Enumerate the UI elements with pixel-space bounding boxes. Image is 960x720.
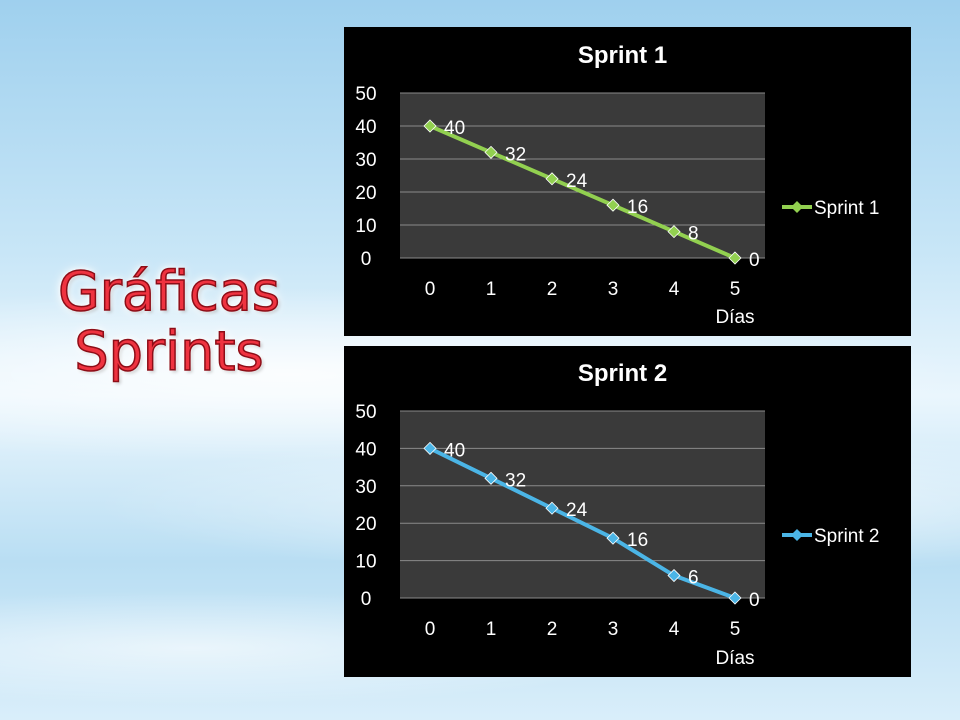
sprint-1-data-label: 40 (444, 118, 465, 139)
sprint-2-data-label: 32 (505, 470, 526, 491)
sprint-2-x-tick-label: 1 (486, 619, 497, 640)
slide-title-line1: Gráficas (57, 260, 281, 323)
sprint-1-data-point (484, 145, 498, 159)
sprint-1-x-axis-label: Días (715, 307, 754, 328)
sprint-1-series-line (429, 124, 736, 260)
sprint-1-data-point (423, 119, 437, 133)
sprint-1-x-tick-label: 0 (425, 279, 436, 300)
sprint-2-y-tick-label: 50 (355, 402, 376, 423)
sprint-1-legend-label: Sprint 1 (814, 198, 879, 219)
sprint-2-y-tick-label: 30 (355, 477, 376, 498)
sprint-2-x-tick-label: 5 (730, 619, 741, 640)
sprint-2-x-axis-label: Días (715, 648, 754, 669)
sprint-1-plot-area (400, 93, 765, 258)
sprint-2-data-point (484, 471, 498, 485)
sprint-1-data-label: 24 (566, 171, 588, 192)
sprint-2-data-label: 0 (749, 590, 760, 611)
sprint-2-data-label: 24 (566, 500, 588, 521)
sprint-2-x-tick-label: 0 (425, 619, 436, 640)
sprint-1-data-label: 8 (688, 224, 699, 245)
sprint-2-y-tick-label: 0 (361, 589, 372, 610)
sprint-2-chart-title: Sprint 2 (578, 360, 667, 387)
sprint-2-data-point (667, 568, 681, 583)
sprint-2-x-tick-label: 2 (547, 619, 558, 640)
sprint-1-chart-svg: Sprint 1 0 10 20 30 40 50 0 1 2 3 4 5 Días 40 32 24 16 8 0 S… (355, 42, 879, 328)
sprint-2-plot-area (400, 411, 765, 598)
slide-title: Gráficas Sprints (40, 260, 298, 383)
sprint-1-x-tick-label: 1 (486, 279, 497, 300)
sprint-2-chart-svg: Sprint 2 0 10 20 30 40 50 0 1 2 3 4 5 Días 40 32 24 16 6 0 S… (355, 360, 879, 669)
sprint-2-data-point (423, 441, 437, 455)
sprint-1-y-tick-label: 10 (355, 216, 376, 237)
sprint-1-data-point (728, 251, 742, 265)
sprint-1-chart-title: Sprint 1 (578, 42, 667, 69)
sprint-2-data-label: 40 (444, 440, 465, 461)
sprint-1-x-tick-label: 5 (730, 279, 741, 300)
sprint-2-y-tick-label: 10 (355, 552, 376, 573)
sprint-2-data-point (606, 531, 620, 545)
sprint-2-chart: Sprint 2 0 10 20 30 40 50 0 1 2 3 4 5 Días 40 32 24 16 6 0 S… (344, 346, 911, 677)
sprint-2-legend-marker (791, 529, 803, 541)
sprint-1-data-label: 32 (505, 144, 526, 165)
sprint-1-data-label: 0 (749, 250, 760, 271)
sprint-1-data-label: 16 (627, 197, 648, 218)
sprint-2-y-tick-label: 40 (355, 439, 376, 460)
sprint-1-y-tick-label: 0 (361, 249, 372, 270)
sprint-1-y-tick-label: 20 (355, 183, 376, 204)
sprint-1-x-tick-label: 4 (669, 279, 680, 300)
sprint-2-legend-label: Sprint 2 (814, 526, 879, 547)
sprint-2-data-point (728, 591, 742, 605)
sprint-1-data-point (545, 172, 559, 186)
sprint-1-x-tick-label: 3 (608, 279, 619, 300)
sprint-1-data-point (606, 198, 620, 212)
sprint-1-legend-marker (791, 201, 803, 213)
sprint-2-data-point (545, 501, 559, 515)
sprint-1-y-tick-label: 40 (355, 117, 376, 138)
sprint-1-x-tick-label: 2 (547, 279, 558, 300)
sprint-2-x-tick-label: 4 (669, 619, 680, 640)
sprint-2-x-tick-label: 3 (608, 619, 619, 640)
sprint-1-y-tick-label: 50 (355, 84, 376, 105)
sprint-2-y-tick-label: 20 (355, 514, 376, 535)
slide-title-line2: Sprints (74, 320, 265, 383)
sprint-1-chart: Sprint 1 0 10 20 30 40 50 0 1 2 3 4 5 Días 40 32 24 16 8 0 S… (344, 27, 911, 336)
sprint-2-data-label: 16 (627, 530, 648, 551)
sprint-1-data-point (667, 225, 681, 239)
sprint-1-y-tick-label: 30 (355, 150, 376, 171)
sprint-2-series-line (429, 446, 736, 600)
sprint-2-data-label: 6 (688, 568, 699, 589)
